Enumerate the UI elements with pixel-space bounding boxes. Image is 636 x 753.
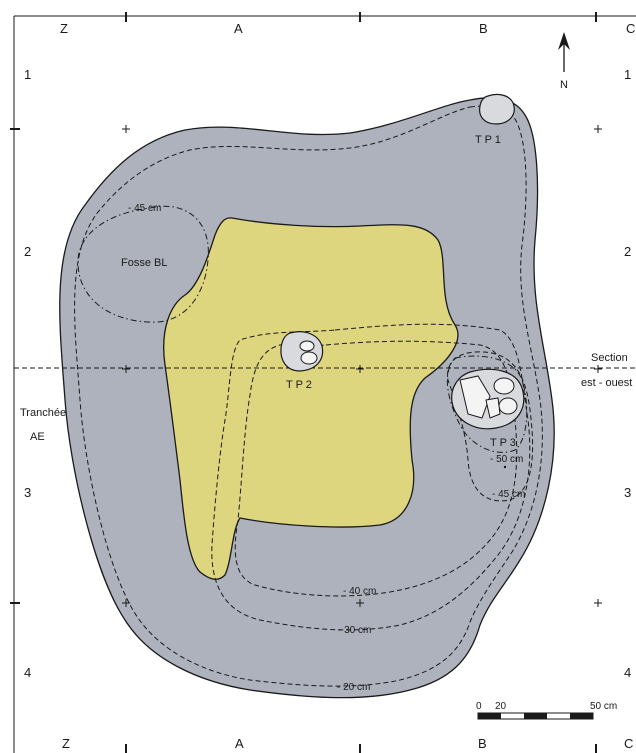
grid-row-left-1: 1 — [24, 67, 31, 82]
section-label-line2: est - ouest — [581, 377, 632, 389]
grid-row-left-4: 4 — [24, 665, 31, 680]
grid-row-right-4: 4 — [624, 665, 631, 680]
top-ticks — [125, 12, 597, 22]
north-arrow-icon — [558, 32, 570, 72]
contour-label-40: - 40 cm — [343, 586, 376, 597]
contour-label-fosse-45: - 45 cm — [128, 203, 161, 214]
tp1-label: T P 1 — [475, 134, 501, 146]
grid-col-top-b: B — [479, 21, 488, 36]
grid-row-left-2: 2 — [24, 244, 31, 259]
contour-20 — [74, 105, 543, 687]
contour-label-tp3-45: - 45 cm — [492, 489, 525, 500]
contour-label-20: - 20 cm — [337, 682, 370, 693]
grid-col-top-a: A — [234, 21, 243, 36]
grid-row-left-3: 3 — [24, 485, 31, 500]
grid-col-bottom-z: Z — [62, 736, 70, 751]
contour-label-tp3-50: - 50 cm — [490, 454, 523, 465]
grid-col-bottom-b: B — [478, 736, 487, 751]
left-ticks — [10, 128, 20, 604]
north-label: N — [560, 79, 568, 91]
tp1-stone — [479, 93, 515, 125]
grid-col-top-c: C — [626, 21, 635, 36]
tranchee-label-line2: AE — [30, 431, 45, 443]
contour-label-30: - 30 cm — [338, 625, 371, 636]
scale-label-20: 20 — [495, 701, 507, 712]
grid-row-right-1: 1 — [624, 67, 631, 82]
tranchee-label-line1: Tranchée — [20, 407, 66, 419]
tp3-point — [503, 465, 507, 469]
section-label-line1: Section — [591, 352, 628, 364]
contour-30 — [211, 323, 531, 631]
scale-label-0: 0 — [476, 701, 482, 712]
grid-row-right-2: 2 — [624, 244, 631, 259]
fosse-label: Fosse BL — [121, 257, 167, 269]
contour-40 — [234, 340, 518, 597]
tp2-stones — [280, 331, 324, 372]
bottom-ticks — [125, 744, 597, 753]
tp2-label: T P 2 — [286, 379, 312, 391]
grid-col-top-z: Z — [60, 21, 68, 36]
grid-crosses — [122, 125, 602, 607]
contour-tp3-50 — [446, 355, 528, 453]
tp3-stones — [451, 368, 525, 430]
grid-col-bottom-c: C — [624, 736, 633, 751]
grid-col-bottom-a: A — [235, 736, 244, 751]
yellow-deposit — [163, 217, 459, 580]
scale-label-50: 50 cm — [590, 701, 617, 712]
scale-bar — [477, 712, 594, 720]
contour-tp3-45 — [447, 351, 534, 502]
tp3-label: T P 3 — [490, 437, 516, 449]
grid-row-right-3: 3 — [624, 485, 631, 500]
fosse-contour — [77, 205, 209, 323]
